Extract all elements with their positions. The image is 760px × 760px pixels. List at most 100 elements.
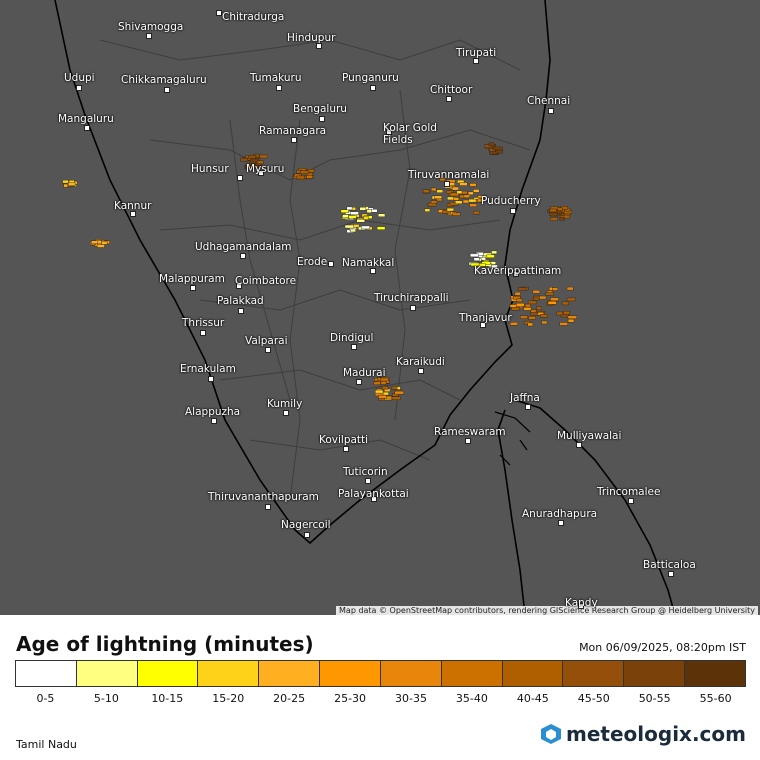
legend-swatch (441, 661, 503, 686)
strike (430, 187, 437, 192)
strike (473, 210, 480, 215)
strike (493, 146, 503, 151)
strike (356, 219, 365, 223)
city-label: Hunsur (191, 163, 229, 175)
city-label: Palakkad (217, 295, 264, 307)
strike (296, 175, 305, 180)
strike (391, 396, 401, 400)
strike (510, 322, 518, 326)
city-dot (510, 208, 516, 214)
strike (452, 212, 461, 216)
strike (467, 191, 474, 196)
legend-swatch (563, 661, 625, 686)
strike (463, 194, 471, 198)
city-label: Kaverippattinam (474, 265, 562, 277)
attribution: Map data © OpenStreetMap contributors, r… (336, 606, 758, 615)
strike (452, 186, 459, 191)
strike (96, 244, 105, 248)
region-name: Tamil Nadu (16, 738, 77, 751)
city-label: Mangaluru (58, 113, 114, 125)
strike (540, 314, 548, 318)
strike (566, 286, 574, 291)
strike (422, 189, 430, 193)
city-label: Karaikudi (396, 356, 445, 368)
strike (248, 155, 256, 159)
strike (527, 300, 537, 305)
strike (567, 318, 575, 323)
city-label: Bengaluru (293, 103, 347, 115)
legend-swatch (624, 661, 686, 686)
strike (442, 210, 451, 214)
legend-swatch (502, 661, 564, 686)
strike (545, 291, 554, 296)
strike (470, 253, 479, 258)
strike (557, 207, 563, 211)
strike (446, 207, 454, 212)
strike (525, 303, 531, 308)
strike (459, 182, 468, 186)
strike (561, 301, 569, 306)
city-label: Tuticorin (343, 466, 388, 478)
city-label: Chittoor (430, 84, 473, 96)
city-label: Chitradurga (222, 11, 285, 23)
legend-label: 45-50 (577, 692, 610, 705)
city-label: Ramanagara (259, 125, 327, 137)
city-dot (236, 283, 242, 289)
city-dot (276, 85, 282, 91)
city-label: Udhagamandalam (195, 241, 292, 253)
strike (299, 170, 309, 174)
strike (375, 389, 384, 394)
city-dot (343, 446, 349, 452)
city-dot (130, 211, 136, 217)
city-dot (328, 261, 334, 267)
city-dot (446, 96, 452, 102)
strike (514, 291, 521, 296)
city-dot (146, 33, 152, 39)
city-label: Jaffna (510, 392, 540, 404)
strike (361, 225, 371, 230)
strike (391, 386, 398, 390)
logo-icon (541, 724, 562, 744)
strike (532, 290, 541, 294)
strike (549, 208, 557, 213)
legend-swatches (15, 660, 746, 687)
city-label: Tirupati (456, 47, 497, 59)
logo[interactable]: meteologix.com (540, 722, 746, 746)
city-label: Chikkamagaluru (121, 74, 207, 86)
city-label: Kovilpatti (319, 434, 369, 446)
legend-label: 55-60 (699, 692, 732, 705)
strike (495, 149, 503, 154)
city-label: Malappuram (159, 273, 225, 285)
logo-text: meteologix.com (566, 722, 746, 746)
city-label: Udupi (64, 72, 95, 84)
city-dot (418, 368, 424, 374)
strike (481, 261, 491, 265)
legend-swatch (320, 661, 381, 686)
city-label: Tiruchirappalli (374, 292, 449, 304)
legend-label: 5-10 (93, 692, 119, 705)
city-dot (258, 170, 264, 176)
strike (473, 257, 480, 261)
strike (567, 315, 577, 319)
strike (563, 214, 570, 219)
strike (468, 198, 477, 203)
city-label: Mysuru (246, 163, 285, 175)
city-label: Valparai (245, 335, 288, 347)
city-label: Trincomalee (597, 486, 661, 498)
city-dot (190, 285, 196, 291)
city-dot (84, 125, 90, 131)
strike (486, 254, 495, 259)
strike (350, 228, 356, 233)
city-dot (319, 116, 325, 122)
strike (528, 316, 536, 320)
city-dot (164, 87, 170, 93)
map[interactable]: Map data © OpenStreetMap contributors, r… (0, 0, 760, 615)
city-dot (304, 532, 310, 538)
city-dot (265, 504, 271, 510)
city-label: Kumily (267, 398, 303, 410)
strike (511, 307, 520, 311)
strike (449, 192, 459, 197)
legend-swatch (685, 661, 745, 686)
strike (469, 183, 477, 187)
